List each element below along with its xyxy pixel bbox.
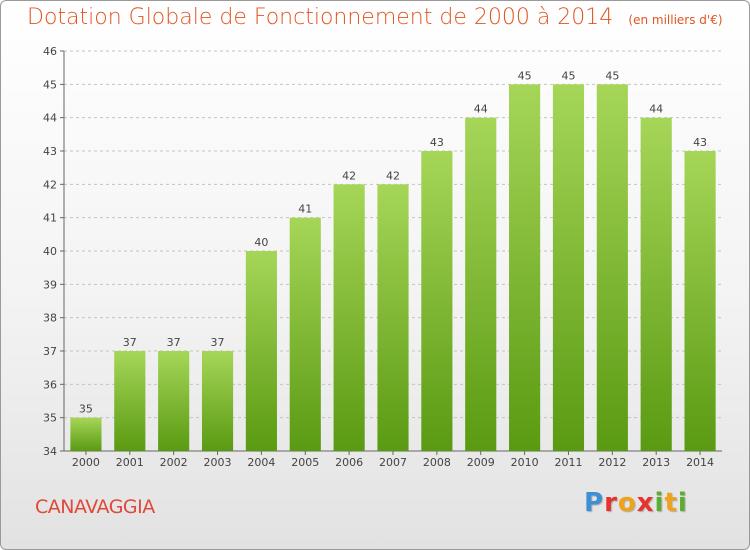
value-label-2011: 45 (561, 69, 575, 82)
y-tick-label: 36 (43, 378, 57, 391)
x-tick-label-2002: 2002 (160, 456, 188, 469)
bar-2002 (158, 351, 190, 451)
x-tick-label-2004: 2004 (247, 456, 275, 469)
x-tick-label-2009: 2009 (467, 456, 495, 469)
bar-2010 (509, 84, 541, 451)
y-tick-label: 41 (43, 212, 57, 225)
commune-name: CANAVAGGIA (35, 496, 155, 518)
value-label-2005: 41 (298, 203, 312, 216)
logo-letter: t (664, 488, 678, 518)
y-tick-label: 39 (43, 278, 57, 291)
value-label-2012: 45 (605, 69, 619, 82)
y-tick-label: 43 (43, 145, 57, 158)
value-label-2000: 35 (79, 403, 93, 416)
chart-title: Dotation Globale de Fonctionnement de 20… (27, 5, 614, 30)
y-tick-label: 35 (43, 412, 57, 425)
bar-2005 (289, 217, 321, 451)
value-label-2010: 45 (518, 69, 532, 82)
value-label-2003: 37 (211, 336, 225, 349)
bar-2009 (465, 117, 497, 452)
y-tick-label: 40 (43, 245, 57, 258)
x-tick-label-2008: 2008 (423, 456, 451, 469)
x-tick-label-2011: 2011 (554, 456, 582, 469)
value-label-2007: 42 (386, 169, 400, 182)
x-tick-label-2010: 2010 (511, 456, 539, 469)
y-tick-label: 45 (43, 78, 57, 91)
y-tick-label: 38 (43, 312, 57, 325)
bar-2007 (377, 184, 409, 452)
bar-2001 (114, 351, 146, 451)
value-label-2001: 37 (123, 336, 137, 349)
x-tick-label-2014: 2014 (686, 456, 714, 469)
bar-2003 (201, 351, 234, 451)
value-label-2009: 44 (474, 103, 488, 116)
x-tick-label-2007: 2007 (379, 456, 407, 469)
x-tick-label-2005: 2005 (291, 456, 319, 469)
y-tick-label: 44 (43, 112, 57, 125)
title-row: Dotation Globale de Fonctionnement de 20… (27, 5, 723, 30)
bar-2011 (552, 84, 585, 451)
value-label-2014: 43 (693, 136, 707, 149)
logo-letter: r (604, 488, 618, 518)
value-label-2008: 43 (430, 136, 444, 149)
logo-letter: o (617, 488, 637, 518)
value-label-2004: 40 (254, 236, 268, 249)
x-tick-label-2003: 2003 (204, 456, 232, 469)
bar-2006 (333, 184, 365, 452)
proxiti-logo[interactable]: Proxiti (584, 488, 688, 518)
bar-2012 (596, 84, 628, 451)
bar-2004 (245, 251, 277, 451)
chart-subtitle: (en milliers d'€) (628, 13, 723, 27)
logo-letter: P (584, 488, 605, 518)
y-tick-label: 34 (43, 445, 57, 458)
bar-2014 (684, 151, 716, 451)
y-tick-label: 46 (43, 45, 57, 58)
x-tick-label-2001: 2001 (116, 456, 144, 469)
value-label-2006: 42 (342, 169, 356, 182)
bar-2000 (70, 417, 102, 451)
logo-letter: x (636, 488, 655, 518)
logo-letter: i (654, 488, 665, 518)
y-tick-label: 37 (43, 345, 57, 358)
bar-2008 (421, 151, 453, 451)
value-label-2002: 37 (167, 336, 181, 349)
y-tick-label: 42 (43, 178, 57, 191)
x-tick-label-2012: 2012 (598, 456, 626, 469)
x-tick-label-2000: 2000 (72, 456, 100, 469)
bars (70, 84, 716, 452)
bar-2013 (640, 117, 672, 452)
x-tick-label-2013: 2013 (642, 456, 670, 469)
logo-letter: i (677, 488, 688, 518)
x-tick-label-2006: 2006 (335, 456, 363, 469)
value-label-2013: 44 (649, 103, 663, 116)
value-labels: 35 37 37 37 40 41 42 42 43 44 45 45 45 44 43 (79, 69, 707, 415)
